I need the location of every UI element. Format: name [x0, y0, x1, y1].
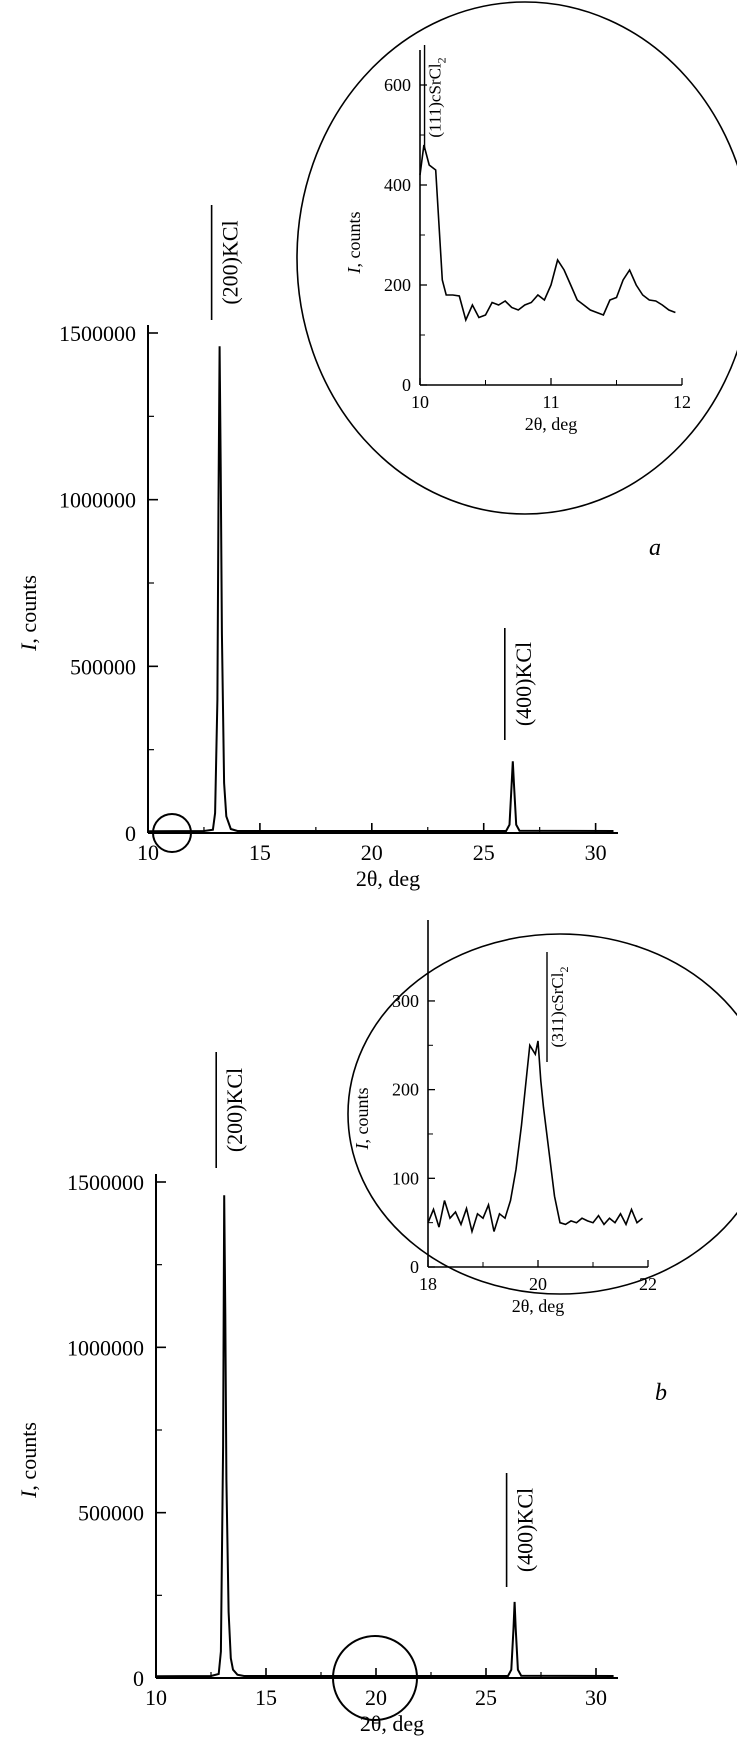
inset-x-tick-label: 12: [673, 392, 691, 412]
inset-circle: [347, 933, 737, 1295]
inset-x-tick-label: 18: [419, 1274, 437, 1294]
peak-label: (400)KCl: [513, 1488, 538, 1572]
y-tick-label: 1000000: [67, 1335, 144, 1360]
x-tick-label: 30: [585, 1685, 607, 1710]
x-tick-label: 15: [255, 1685, 277, 1710]
inset-x-axis-title: 2θ, deg: [525, 414, 578, 434]
y-axis-title-text: , counts: [16, 575, 41, 643]
y-axis-title: I, counts: [16, 575, 41, 652]
inset-y-axis-title-symbol: I: [344, 267, 364, 275]
y-tick-label: 1500000: [59, 321, 136, 346]
x-tick-label: 15: [249, 840, 271, 865]
y-tick-label: 500000: [70, 654, 136, 679]
panel-letter: a: [649, 535, 661, 561]
x-axis-title: 2θ, deg: [360, 1711, 424, 1736]
peak-label: (200)KCl: [222, 1068, 247, 1152]
x-tick-label: 30: [585, 840, 607, 865]
panel-letter: b: [655, 1380, 667, 1406]
inset-y-tick-label: 400: [384, 175, 411, 195]
inset-peak-label-text: (111)cSrCl: [426, 63, 445, 138]
inset-y-axis-title-text: , counts: [352, 1088, 372, 1144]
inset-b: 18 20 22 0 100 200 300 2θ, deg I, counts (311)cSr…: [347, 920, 737, 1316]
zoom-region-circle: [152, 813, 192, 853]
inset-y-axis-title-text: , counts: [344, 212, 364, 268]
peak-label: (400)KCl: [511, 642, 536, 726]
y-axis-title-text: , counts: [16, 1422, 41, 1490]
inset-y-tick-label: 200: [392, 1080, 419, 1100]
inset-y-tick-label: 100: [392, 1168, 419, 1188]
inset-a: 10 11 12 0 200 400 600 2θ, deg I, counts (111)cSr…: [296, 1, 737, 515]
inset-x-tick-label: 11: [542, 392, 559, 412]
inset-y-axis-title-symbol: I: [352, 1143, 372, 1151]
x-tick-label: 10: [137, 840, 159, 865]
peak-label: (200)KCl: [218, 220, 243, 304]
x-tick-label: 25: [475, 1685, 497, 1710]
inset-peak-label-subscript: 2: [435, 57, 449, 63]
y-tick-label: 500000: [78, 1501, 144, 1526]
inset-x-axis-title: 2θ, deg: [512, 1296, 565, 1316]
inset-x-tick-label: 10: [411, 392, 429, 412]
inset-series-line: [427, 1040, 644, 1235]
x-tick-label: 20: [365, 1685, 387, 1710]
inset-circle: [296, 1, 737, 515]
inset-series-line: [419, 144, 676, 323]
y-tick-label: 1000000: [59, 488, 136, 513]
inset-y-tick-label: 300: [392, 991, 419, 1011]
x-tick-label: 25: [473, 840, 495, 865]
inset-peak-label-subscript: 2: [557, 967, 571, 973]
y-axis-title: I, counts: [16, 1422, 41, 1499]
inset-y-tick-label: 600: [384, 75, 411, 95]
inset-y-tick-label: 200: [384, 275, 411, 295]
x-tick-label: 20: [361, 840, 383, 865]
inset-peak-label: (111)cSrCl2: [426, 57, 449, 137]
zoom-region-circle: [332, 1635, 418, 1721]
inset-y-tick-label: 0: [410, 1257, 419, 1277]
y-tick-label: 0: [133, 1666, 144, 1691]
y-axis-title-symbol: I: [16, 1489, 41, 1499]
inset-peak-label-text: (311)cSrCl: [548, 972, 567, 1047]
inset-y-tick-label: 0: [402, 375, 411, 395]
y-tick-label: 1500000: [67, 1170, 144, 1195]
inset-y-axis-title: I, counts: [344, 212, 364, 275]
inset-x-tick-label: 22: [639, 1274, 657, 1294]
inset-x-tick-label: 20: [529, 1274, 547, 1294]
x-tick-label: 10: [145, 1685, 167, 1710]
inset-peak-label: (311)cSrCl2: [548, 967, 571, 1048]
x-axis-title: 2θ, deg: [356, 866, 420, 891]
y-axis-title-symbol: I: [16, 642, 41, 652]
y-tick-label: 0: [125, 821, 136, 846]
inset-y-axis-title: I, counts: [352, 1088, 372, 1151]
